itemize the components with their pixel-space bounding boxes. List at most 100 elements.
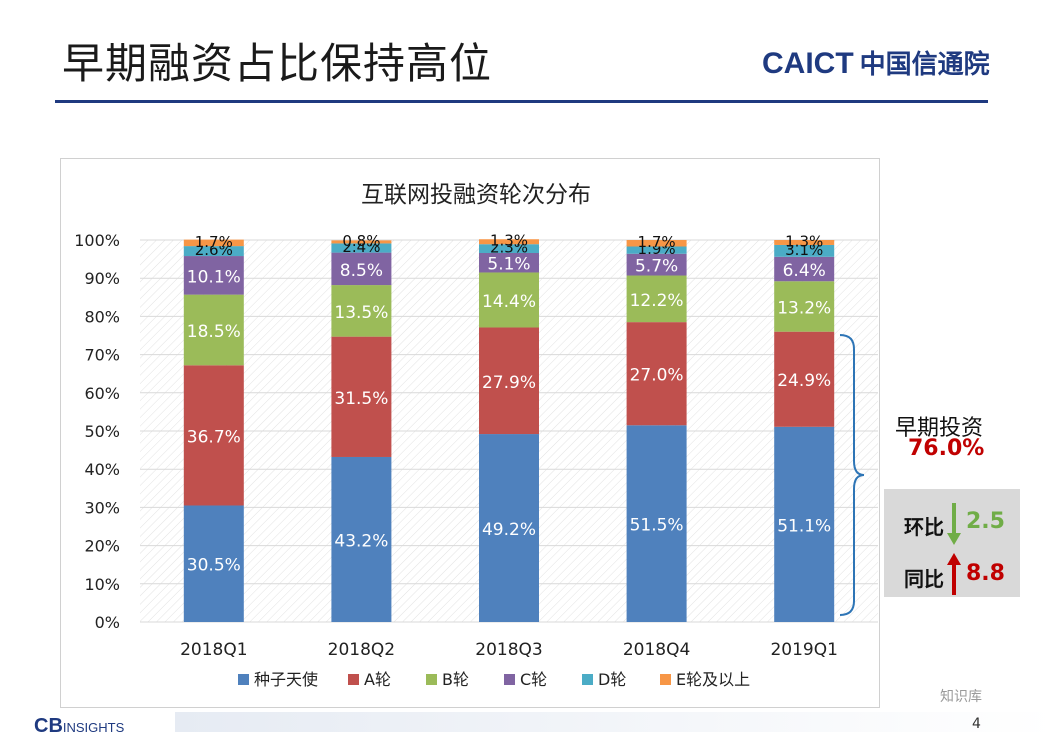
data-label: 3.1%: [785, 241, 823, 259]
page-title: 早期融资占比保持高位: [62, 39, 493, 88]
logo-cn: 中国信通院: [859, 50, 990, 80]
data-label: 24.9%: [777, 371, 831, 391]
x-tick-label: 2018Q1: [180, 640, 247, 660]
down-arrow-icon: [947, 503, 961, 545]
x-tick-label: 2019Q1: [770, 640, 837, 660]
bar-segment: [183, 365, 244, 506]
legend-swatch: [582, 674, 593, 685]
data-label: 12.2%: [630, 291, 684, 311]
bar-segment: [626, 246, 687, 254]
x-tick-label: 2018Q4: [623, 640, 690, 660]
title-divider: [55, 100, 988, 103]
legend-label: E轮及以上: [676, 670, 750, 689]
bar-segment: [479, 272, 539, 328]
data-label: 49.2%: [482, 520, 536, 540]
stacked-bar-chart: 互联网投融资轮次分布 0% 10% 20% 30% 40% 50% 60% 70% 80% 90%…: [74, 182, 878, 689]
early-stage-bracket: [839, 334, 865, 616]
legend-swatch: [504, 674, 515, 685]
bar-segment: [774, 281, 835, 332]
data-label: 13.2%: [777, 298, 831, 318]
bar-segment: [774, 256, 835, 282]
footer-bar: [175, 712, 1053, 732]
bar-segment: [774, 240, 835, 245]
data-label: 27.0%: [630, 366, 684, 386]
bar-segment: [479, 327, 539, 435]
data-label: 8.5%: [340, 261, 383, 281]
data-label: 10.1%: [187, 267, 241, 287]
bar-segment: [626, 425, 687, 622]
y-tick-label: 60%: [84, 384, 120, 403]
change-panel: 环比 2.5 同比 8.8: [884, 489, 1020, 597]
y-tick-label: 50%: [84, 422, 120, 441]
early-stage-value: 76.0%: [908, 436, 985, 461]
legend-label: B轮: [442, 670, 469, 689]
bar-segment: [626, 275, 687, 323]
data-label: 6.4%: [783, 261, 826, 281]
watermark-text: 知识库: [940, 689, 982, 705]
bar-segment: [626, 253, 687, 276]
data-label: 1.3%: [490, 232, 528, 250]
data-label: 1.7%: [638, 233, 676, 251]
data-label: 36.7%: [187, 427, 241, 447]
logo-text: CAICT: [762, 47, 854, 80]
bar-segment: [479, 434, 539, 622]
yoy-label: 同比: [904, 567, 944, 591]
bar-segment: [183, 239, 244, 247]
data-label: 18.5%: [187, 322, 241, 342]
data-label: 1.7%: [195, 233, 233, 251]
data-label: 1.3%: [785, 232, 823, 250]
legend-swatch: [426, 674, 437, 685]
data-label: 27.9%: [482, 373, 536, 393]
page-number: 4: [972, 716, 981, 732]
bar-segment: [331, 243, 392, 253]
bar-segment: [331, 252, 392, 286]
legend-label: C轮: [520, 670, 547, 689]
y-tick-label: 20%: [84, 537, 120, 556]
data-label: 43.2%: [334, 531, 388, 551]
y-tick-label: 90%: [84, 269, 120, 288]
data-label: 51.1%: [777, 516, 831, 536]
bar-segment: [331, 240, 392, 244]
y-tick-label: 70%: [84, 346, 120, 365]
bar-segment: [774, 426, 835, 622]
legend-swatch: [238, 674, 249, 685]
mom-value: 2.5: [966, 509, 1005, 534]
legend-label: 种子天使: [254, 670, 318, 689]
legend-swatch: [348, 674, 359, 685]
bar-segment: [331, 285, 392, 337]
early-stage-label: 早期投资: [895, 416, 984, 441]
legend-label: D轮: [598, 670, 626, 689]
data-label: 30.5%: [187, 556, 241, 576]
bar-segment: [774, 331, 835, 427]
bar-segment: [479, 244, 539, 253]
data-label: 0.8%: [342, 232, 380, 250]
bar-segment: [774, 244, 835, 257]
y-tick-label: 0%: [95, 613, 120, 632]
legend-swatch: [660, 674, 671, 685]
data-label: 51.5%: [630, 516, 684, 536]
bar-segment: [331, 456, 392, 622]
bar-segment: [183, 246, 244, 257]
yoy-value: 8.8: [966, 561, 1005, 586]
bar-segment: [626, 240, 687, 247]
caict-logo: CAICT 中国信通院: [762, 44, 990, 81]
bar-segment: [183, 505, 244, 622]
data-label: 14.4%: [482, 292, 536, 312]
bar-segment: [479, 239, 539, 245]
data-label: 31.5%: [334, 389, 388, 409]
y-tick-label: 80%: [84, 307, 120, 326]
up-arrow-icon: [947, 553, 961, 595]
y-tick-label: 100%: [74, 231, 120, 250]
y-tick-label: 40%: [84, 460, 120, 479]
data-label: 5.7%: [635, 257, 678, 277]
legend-label: A轮: [364, 670, 391, 689]
x-tick-label: 2018Q3: [475, 640, 542, 660]
footer-logo-text: CB: [34, 715, 63, 737]
y-tick-label: 10%: [84, 575, 120, 594]
bar-segment: [331, 336, 392, 457]
y-tick-label: 30%: [84, 498, 120, 517]
cbinsights-logo: CBINSIGHTS: [34, 715, 124, 738]
bar-segment: [479, 252, 539, 273]
bar-segment: [183, 256, 244, 295]
data-label: 13.5%: [334, 303, 388, 323]
